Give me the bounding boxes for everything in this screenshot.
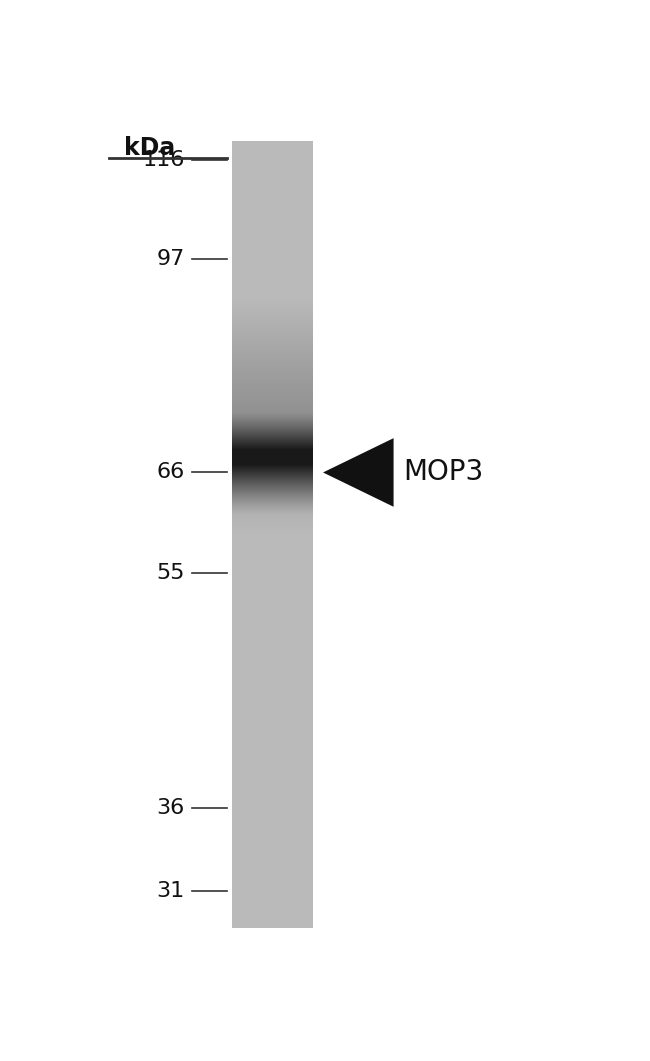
Text: 66: 66 (156, 463, 185, 483)
Text: 116: 116 (142, 151, 185, 170)
Polygon shape (323, 438, 393, 507)
Text: 97: 97 (156, 249, 185, 269)
Text: MOP3: MOP3 (404, 458, 484, 486)
Text: 31: 31 (156, 881, 185, 901)
Text: 36: 36 (156, 798, 185, 818)
Text: 55: 55 (156, 563, 185, 584)
Text: kDa: kDa (124, 136, 175, 160)
